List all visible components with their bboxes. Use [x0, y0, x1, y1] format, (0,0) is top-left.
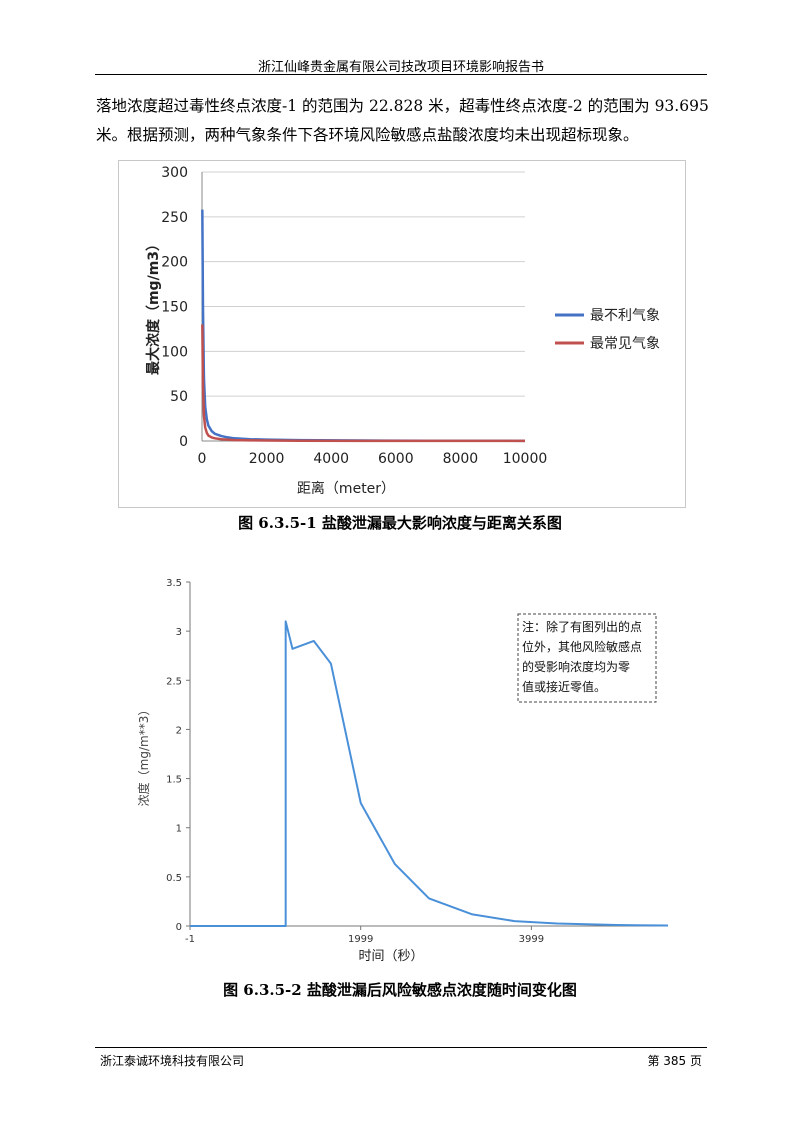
paragraph-line-1: 落地浓度超过毒性终点浓度-1 的范围为 22.828 米，超毒性终点浓度-2 的…: [96, 97, 709, 115]
y-tick-label: 1.5: [166, 775, 182, 786]
y-axis-title: 最大浓度（mg/m3）: [145, 237, 162, 375]
legend-label-2: 最常见气象: [590, 336, 660, 352]
x-tick-label: 10000: [503, 451, 548, 467]
figure1-frame: [118, 160, 686, 508]
chart-max-concentration-vs-distance: 0 50 100 150 200 250 300 0 2000 4000 6000 8000 10000…: [145, 165, 660, 497]
footer-rule: [95, 1047, 707, 1048]
y-tick-label: 200: [161, 255, 188, 271]
y-tick-label: 1: [176, 824, 182, 835]
x-tick-label: 8000: [443, 451, 479, 467]
chart-concentration-vs-time: 0 0.5 1 1.5 2 2.5 3 3.5 -1 1999 3999 时间（秒） 浓度（mg/m**…: [136, 578, 669, 964]
legend-label-1: 最不利气象: [590, 308, 660, 324]
series-line-1: [190, 620, 669, 927]
x-tick-label: 2000: [249, 451, 285, 467]
paragraph-line-2: 米。根据预测，两种气象条件下各环境风险敏感点盐酸浓度均未出现超标现象。: [96, 126, 639, 144]
note-box: [517, 613, 657, 703]
note-line-3: 的受影响浓度均为零: [522, 659, 630, 674]
y-tick-label: 2.5: [166, 676, 182, 687]
y-tick-label: 250: [161, 210, 188, 226]
x-axis-title: 距离（meter）: [297, 480, 395, 497]
note-line-2: 位外，其他风险敏感点: [522, 639, 642, 654]
y-tick-label: 150: [161, 300, 188, 316]
y-tick-label: 3: [176, 627, 182, 638]
series-line-2: [201, 324, 525, 443]
page-header-title: 浙江仙峰贵金属有限公司技改项目环境影响报告书: [257, 60, 544, 75]
x-tick-label: 4000: [313, 451, 349, 467]
note-line-1: 注：除了有图列出的点: [522, 619, 642, 634]
y-tick-label: 300: [161, 165, 188, 181]
y-tick-label: 0.5: [166, 873, 182, 884]
series-line-1: [201, 209, 526, 443]
y-tick-label: 50: [170, 389, 188, 405]
y-axis-title: 浓度（mg/m**3）: [136, 704, 151, 807]
x-tick-label: -1: [185, 934, 195, 945]
figure1-caption: 图 6.3.5-1 盐酸泄漏最大影响浓度与距离关系图: [238, 514, 562, 532]
x-tick-label: 1999: [348, 934, 373, 945]
footer-page-number: 第 385 页: [647, 1054, 702, 1068]
y-tick-label: 100: [161, 344, 188, 360]
x-tick-label: 6000: [378, 451, 414, 467]
body-paragraph: 落地浓度超过毒性终点浓度-1 的范围为 22.828 米，超毒性终点浓度-2 的…: [96, 92, 711, 150]
footer-company: 浙江泰诚环境科技有限公司: [100, 1054, 245, 1068]
header-rule: [95, 74, 707, 75]
y-tick-label: 0: [176, 922, 182, 933]
y-tick-label: 3.5: [166, 578, 182, 589]
y-tick-label: 2: [176, 725, 182, 736]
figure2-caption: 图 6.3.5-2 盐酸泄漏后风险敏感点浓度随时间变化图: [223, 981, 577, 999]
note-line-4: 值或接近零值。: [522, 679, 606, 694]
x-tick-label: 0: [198, 451, 207, 467]
y-tick-label: 0: [179, 434, 188, 450]
x-axis-title: 时间（秒）: [358, 949, 423, 964]
x-tick-label: 3999: [519, 934, 544, 945]
